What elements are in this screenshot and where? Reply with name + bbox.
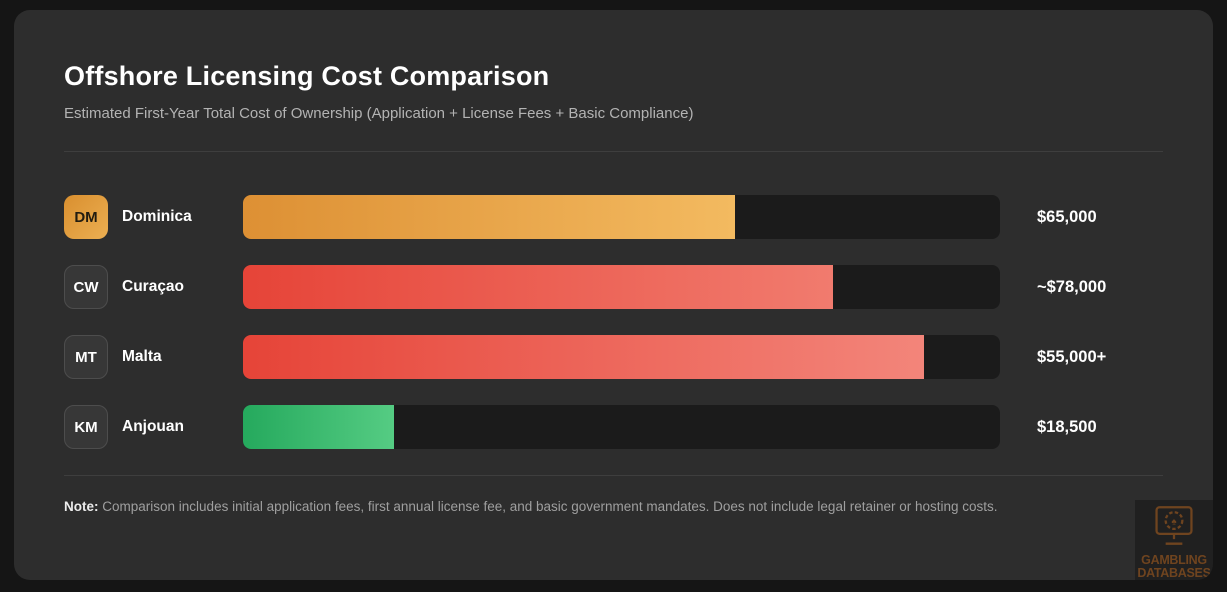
chart-row: KM Anjouan $18,500 [64, 405, 1163, 449]
watermark-text-line2: DATABASES [1137, 566, 1211, 580]
country-code-badge: KM [64, 405, 108, 449]
chart-row: MT Malta $55,000+ [64, 335, 1163, 379]
gambling-databases-logo-icon: ♠ [1148, 505, 1200, 554]
brand-watermark: ♠ GAMBLING DATABASES [1135, 500, 1213, 580]
country-code-badge: MT [64, 335, 108, 379]
page-subtitle: Estimated First-Year Total Cost of Owner… [64, 105, 694, 122]
bar-chart: DM Dominica $65,000 CW Curaçao ~$78,000 … [64, 195, 1163, 449]
bar-value: $65,000 [1037, 207, 1097, 226]
svg-text:♠: ♠ [1171, 516, 1176, 527]
chart-card: Offshore Licensing Cost Comparison Estim… [14, 10, 1213, 580]
bar-track [243, 195, 1000, 239]
chart-row: DM Dominica $65,000 [64, 195, 1163, 239]
bar-value: $55,000+ [1037, 347, 1107, 366]
bar-fill [243, 405, 395, 449]
country-label: Dominica [122, 208, 192, 225]
watermark-text-line1: GAMBLING [1141, 553, 1207, 567]
footnote-text: Comparison includes initial application … [102, 499, 998, 514]
bar-track [243, 405, 1000, 449]
footnote: Note: Comparison includes initial applic… [64, 498, 1163, 516]
bar-track [243, 335, 1000, 379]
country-label: Malta [122, 348, 162, 365]
country-label: Anjouan [122, 418, 184, 435]
bar-value: $18,500 [1037, 417, 1097, 436]
country-code-badge: DM [64, 195, 108, 239]
chart-row: CW Curaçao ~$78,000 [64, 265, 1163, 309]
bar-fill [243, 335, 925, 379]
country-label: Curaçao [122, 278, 185, 295]
bar-fill [243, 195, 736, 239]
footer-divider [64, 475, 1163, 476]
country-code-badge: CW [64, 265, 108, 309]
bar-track [243, 265, 1000, 309]
page-title: Offshore Licensing Cost Comparison [64, 61, 550, 91]
bar-fill [243, 265, 834, 309]
header-divider [64, 151, 1163, 152]
footnote-label: Note: [64, 499, 99, 514]
bar-value: ~$78,000 [1037, 277, 1107, 296]
